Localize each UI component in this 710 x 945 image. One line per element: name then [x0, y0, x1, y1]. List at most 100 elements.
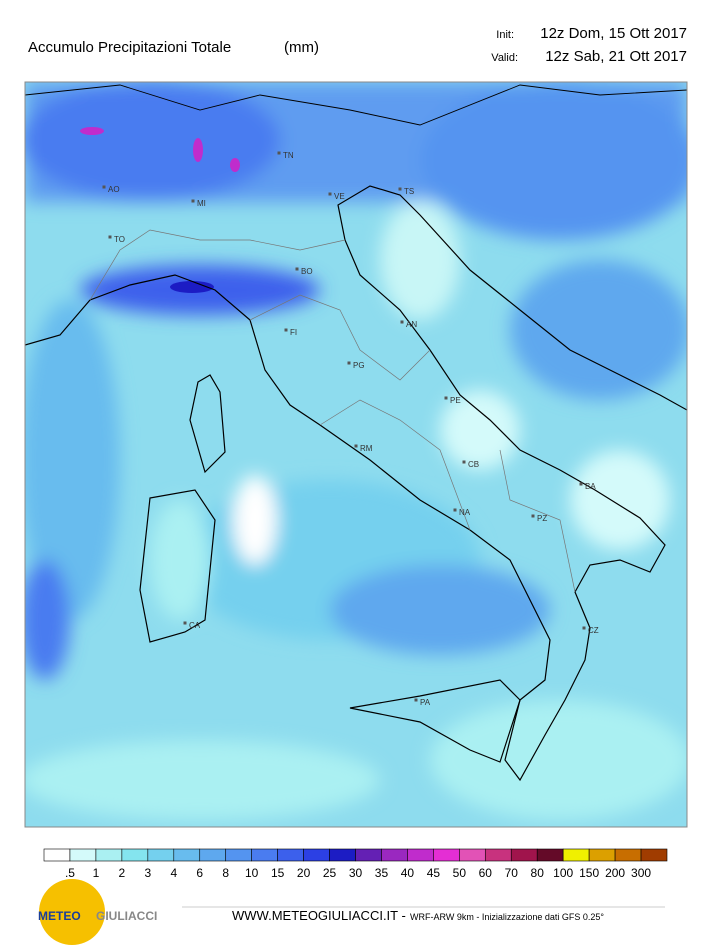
- colorbar-swatch: [459, 848, 486, 862]
- colorbar-label: .5: [65, 866, 75, 880]
- colorbar-label: 3: [144, 866, 151, 880]
- city-label: TN: [283, 151, 294, 160]
- city-label: MI: [197, 199, 206, 208]
- colorbar-swatch: [510, 848, 538, 862]
- city-dot: [531, 514, 535, 518]
- city-label: VE: [334, 192, 345, 201]
- colorbar-swatch: [95, 848, 123, 862]
- city-dot: [328, 192, 332, 196]
- colorbar-label: 35: [375, 866, 389, 880]
- city-dot: [453, 508, 457, 512]
- colorbar-label: 40: [401, 866, 415, 880]
- colorbar-label: 4: [170, 866, 177, 880]
- city-dot: [295, 267, 299, 271]
- city-dot: [582, 626, 586, 630]
- colorbar-swatch: [199, 848, 227, 862]
- city-dot: [579, 482, 583, 486]
- colorbar-label: 60: [479, 866, 493, 880]
- city-label: PE: [450, 396, 461, 405]
- city-label: PA: [420, 698, 431, 707]
- colorbar-swatch: [407, 848, 434, 862]
- colorbar-label: 15: [271, 866, 285, 880]
- city-label: CB: [468, 460, 479, 469]
- colorbar-swatch: [277, 848, 304, 862]
- city-dot: [462, 460, 466, 464]
- city-dot: [277, 151, 281, 155]
- logo-meteo: METEO: [38, 909, 81, 923]
- city-label: AO: [108, 185, 120, 194]
- city-label: BA: [585, 482, 596, 491]
- colorbar-swatch: [69, 848, 97, 862]
- colorbar-label: 150: [579, 866, 599, 880]
- colorbar-swatch: [536, 848, 564, 862]
- colorbar-swatch: [484, 848, 512, 862]
- colorbar-swatch: [562, 848, 590, 862]
- colorbar-label: 80: [531, 866, 545, 880]
- city-label: CA: [189, 621, 201, 630]
- city-label: PG: [353, 361, 365, 370]
- city-label: PZ: [537, 514, 547, 523]
- city-dot: [191, 199, 195, 203]
- colorbar-label: 300: [631, 866, 651, 880]
- colorbar-label: 30: [349, 866, 363, 880]
- title: Accumulo Precipitazioni Totale: [28, 39, 231, 56]
- colorbar-label: 50: [453, 866, 467, 880]
- colorbar-swatch: [147, 848, 175, 862]
- city-label: NA: [459, 508, 471, 517]
- colorbar-label: 2: [119, 866, 126, 880]
- init-label: Init:: [496, 29, 514, 41]
- map: [25, 82, 687, 827]
- city-label: TO: [114, 235, 125, 244]
- colorbar-label: 8: [222, 866, 229, 880]
- footer-site: WWW.METEOGIULIACCI.IT -: [232, 908, 406, 923]
- colorbar-swatch: [355, 848, 382, 862]
- colorbar-swatch: [173, 848, 201, 862]
- colorbar-label: 200: [605, 866, 625, 880]
- logo-sun: [39, 879, 105, 945]
- colorbar-label: 45: [427, 866, 441, 880]
- colorbar-swatch: [640, 848, 668, 862]
- cities: AO MI TO TN VE TS BO FI AN PG PE RM CB BA NA PZ CA CZ PA: [102, 151, 599, 707]
- colorbar-swatch: [329, 848, 356, 862]
- colorbar-label: 100: [553, 866, 573, 880]
- logo-giuliacci: GIULIACCI: [96, 909, 157, 923]
- city-label: FI: [290, 328, 297, 337]
- colorbar-label: 10: [245, 866, 259, 880]
- city-dot: [347, 361, 351, 365]
- city-dot: [400, 320, 404, 324]
- city-dot: [284, 328, 288, 332]
- valid-label: Valid:: [491, 52, 518, 64]
- colorbar-label: 25: [323, 866, 337, 880]
- map-frame: [24, 81, 688, 828]
- colorbar-swatch: [251, 848, 278, 862]
- footer-model: WRF-ARW 9km - Inizializzazione dati GFS …: [410, 912, 604, 922]
- colorbar-label: 1: [93, 866, 100, 880]
- colorbar-label: 20: [297, 866, 311, 880]
- city-dot: [444, 396, 448, 400]
- city-label: CZ: [588, 626, 599, 635]
- colorbar: .5 1 2 3 4 6 8 10 15 20 25 30 35 40 45 50 60 70 80 100 150 20…: [43, 848, 668, 880]
- city-dot: [183, 621, 187, 625]
- city-dot: [108, 235, 112, 239]
- colorbar-swatch: [225, 848, 252, 862]
- city-label: RM: [360, 444, 373, 453]
- unit: (mm): [284, 39, 319, 56]
- valid-date: 12z Sab, 21 Ott 2017: [545, 48, 687, 65]
- init-date: 12z Dom, 15 Ott 2017: [540, 25, 687, 42]
- city-dot: [414, 698, 418, 702]
- colorbar-swatch: [121, 848, 149, 862]
- colorbar-label: 70: [505, 866, 519, 880]
- city-dot: [398, 187, 402, 191]
- colorbar-swatch: [614, 848, 642, 862]
- colorbar-swatch: [43, 848, 71, 862]
- city-label: AN: [406, 320, 417, 329]
- colorbar-swatch: [433, 848, 460, 862]
- colorbar-swatch: [381, 848, 408, 862]
- colorbar-label: 6: [196, 866, 203, 880]
- city-label: BO: [301, 267, 313, 276]
- city-dot: [102, 185, 106, 189]
- colorbar-swatch: [303, 848, 330, 862]
- colorbar-swatch: [588, 848, 616, 862]
